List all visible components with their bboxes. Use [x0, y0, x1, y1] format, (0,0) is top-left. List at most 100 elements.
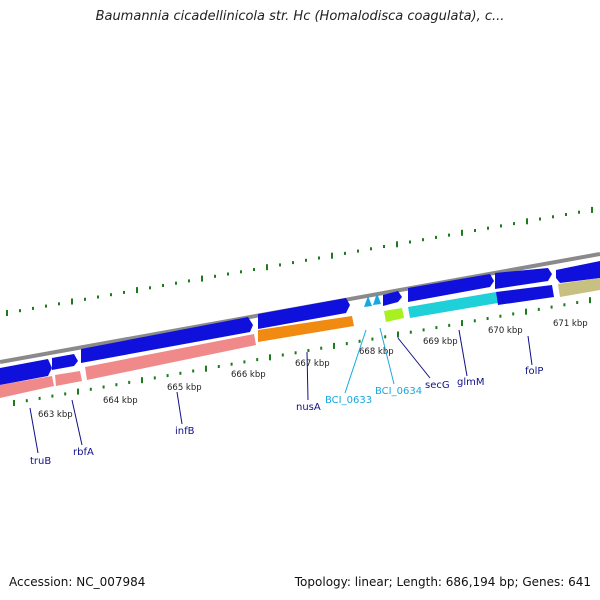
- scale-tick: [513, 222, 515, 226]
- leader-nusa: [306, 351, 309, 401]
- scale-tick: [45, 304, 47, 308]
- scale-tick: [550, 305, 553, 309]
- gene-labels: truB rbfA infB nusA BCI_0633 BCI_0634 se…: [30, 366, 543, 467]
- scale-tick: [6, 310, 8, 316]
- scale-tick: [512, 312, 515, 316]
- leader-trub: [29, 407, 39, 454]
- leader-rbfa: [71, 399, 83, 446]
- accession-label: Accession: NC_007984: [9, 575, 146, 589]
- band-cyan: [408, 292, 498, 318]
- scale-tick: [123, 290, 125, 294]
- scale-tick: [435, 326, 438, 330]
- scale-tick: [179, 371, 182, 375]
- scale-tick: [318, 256, 320, 260]
- scale-tick: [97, 295, 99, 299]
- scale-tick: [279, 263, 281, 267]
- scale-tick: [292, 261, 294, 265]
- scale-tick: [397, 331, 399, 338]
- band-orange: [258, 316, 354, 342]
- kbp-tick-label: 669 kbp: [423, 337, 458, 347]
- gene-arrow-bci0633[interactable]: [364, 296, 372, 307]
- scale-tick: [487, 226, 489, 230]
- gene-arrow-infb[interactable]: [81, 317, 253, 363]
- leader-bci0634: [379, 327, 395, 385]
- scale-tick: [84, 297, 86, 301]
- scale-tick: [266, 264, 268, 271]
- gene-label-infb[interactable]: infB: [175, 426, 195, 437]
- scale-tick: [201, 275, 203, 282]
- gene-arrow-folp[interactable]: [495, 268, 552, 289]
- scale-tick: [422, 238, 424, 242]
- gene-label-glmm[interactable]: glmM: [457, 377, 485, 388]
- leader-glmm: [458, 329, 468, 377]
- scale-tick: [162, 284, 164, 287]
- gene-arrow-bci0634[interactable]: [373, 293, 381, 305]
- band-khaki: [558, 278, 600, 297]
- genome-summary: Topology: linear; Length: 686,194 bp; Ge…: [294, 575, 591, 589]
- scale-tick: [149, 286, 151, 290]
- scale-tick: [422, 328, 425, 332]
- scale-tick: [448, 323, 451, 327]
- upper-tick-row: [6, 206, 593, 316]
- kbp-tick-label: 666 kbp: [231, 370, 266, 380]
- scale-tick: [166, 374, 169, 378]
- scale-tick: [115, 383, 118, 387]
- gene-label-folp[interactable]: folP: [525, 366, 543, 377]
- scale-tick: [371, 337, 374, 341]
- band-pink-3: [85, 334, 256, 380]
- gene-label-trub[interactable]: truB: [30, 456, 51, 467]
- scale-tick: [500, 224, 502, 228]
- band-pink-1: [0, 376, 54, 398]
- gene-arrow-trub[interactable]: [0, 359, 52, 385]
- lower-tick-row: [13, 297, 591, 406]
- gene-label-bci0634[interactable]: BCI_0634: [375, 386, 422, 397]
- scale-tick: [461, 320, 463, 327]
- band-pink-2: [55, 371, 82, 386]
- gene-arrow-rbfa[interactable]: [52, 354, 78, 370]
- kbp-tick-label: 665 kbp: [167, 383, 202, 393]
- kbp-axis-labels: 663 kbp 664 kbp 665 kbp 666 kbp 667 kbp …: [38, 319, 588, 420]
- scale-tick: [357, 249, 359, 253]
- gene-label-secg[interactable]: secG: [425, 380, 450, 391]
- scale-tick: [305, 258, 307, 262]
- scale-tick: [243, 360, 246, 364]
- scale-tick: [358, 339, 361, 343]
- gene-label-nusa[interactable]: nusA: [296, 402, 321, 413]
- scale-tick: [136, 287, 138, 294]
- scale-tick: [58, 302, 60, 306]
- scale-tick: [499, 314, 502, 318]
- scale-tick: [383, 245, 385, 248]
- gene-label-bci0633[interactable]: BCI_0633: [325, 395, 372, 406]
- scale-tick: [294, 351, 297, 355]
- scale-tick: [110, 293, 112, 297]
- leader-folp: [527, 335, 533, 366]
- scale-tick: [563, 303, 566, 307]
- kbp-tick-label: 671 kbp: [553, 319, 588, 329]
- scale-tick: [448, 233, 450, 237]
- scale-tick: [589, 297, 591, 304]
- scale-tick: [102, 385, 105, 389]
- scale-tick: [333, 342, 335, 349]
- forward-strand-genes: [0, 261, 600, 385]
- kbp-tick-label: 668 kbp: [359, 347, 394, 357]
- scale-tick: [591, 206, 593, 213]
- scale-tick: [13, 400, 15, 406]
- scale-tick: [537, 307, 540, 311]
- scale-tick: [331, 252, 333, 259]
- gene-arrow-next[interactable]: [556, 261, 600, 283]
- leader-secg: [397, 337, 431, 379]
- scale-tick: [281, 353, 284, 357]
- scale-tick: [175, 281, 177, 285]
- band-lime: [384, 308, 404, 322]
- gene-arrow-glmm[interactable]: [408, 274, 494, 302]
- gene-label-rbfa[interactable]: rbfA: [73, 447, 94, 458]
- scale-tick: [253, 268, 255, 271]
- scale-tick: [409, 240, 411, 244]
- gene-arrow-nusa[interactable]: [258, 298, 350, 329]
- scale-tick: [25, 399, 28, 403]
- scale-tick: [435, 235, 437, 239]
- scale-tick: [256, 358, 259, 362]
- gene-arrow-secg[interactable]: [383, 291, 402, 306]
- scale-tick: [240, 270, 242, 274]
- scale-tick: [71, 298, 73, 305]
